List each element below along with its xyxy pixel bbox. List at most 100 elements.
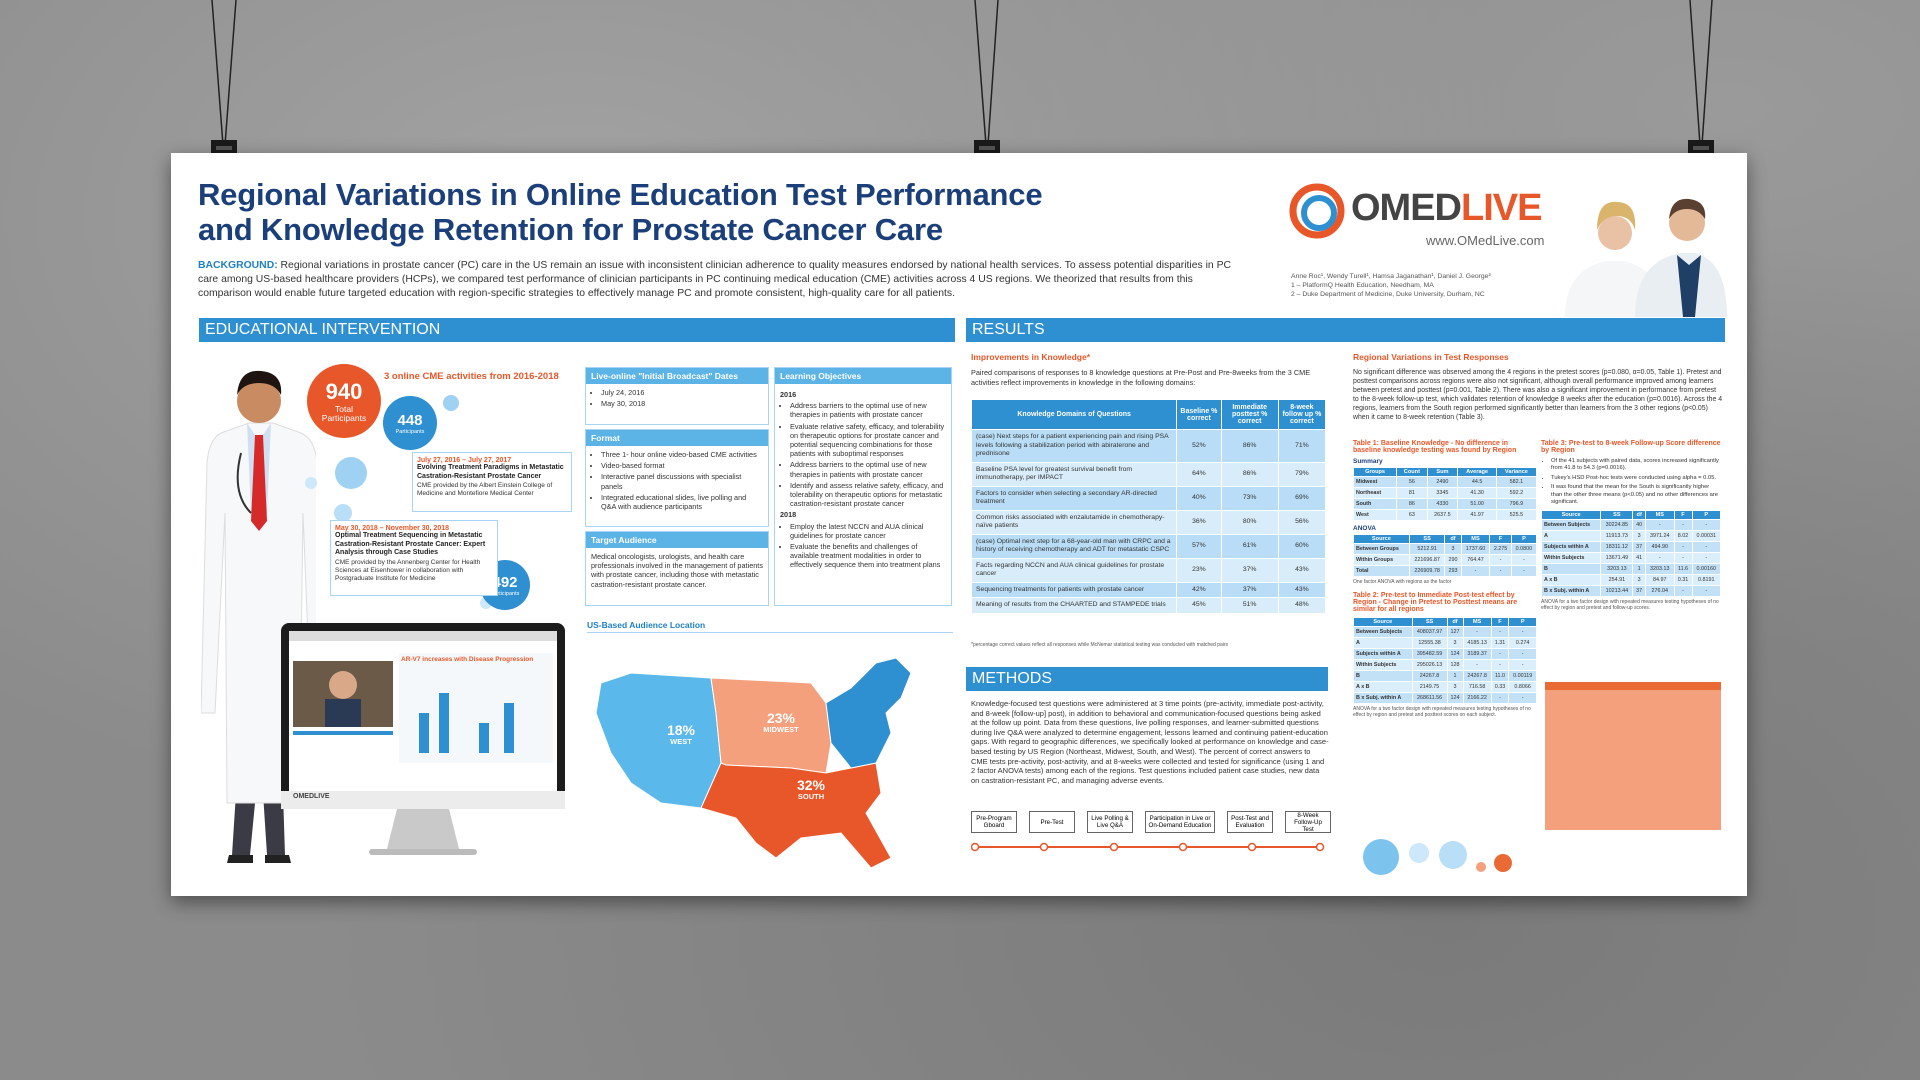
cell: - [1645,552,1675,565]
cell: 40% [1176,485,1222,511]
cell: 254.91 [1600,574,1634,587]
cell: 4330 [1426,498,1459,510]
cell: 0.8066 [1508,681,1537,693]
cell: - [1490,648,1510,660]
table-row: Between Groups 5212.91 3 1737.60 2.275 0.0800 [1353,543,1538,555]
cell: - [1673,519,1693,532]
cell: 11.6 [1673,563,1693,576]
column-header: Sum [1426,467,1459,477]
cell: 0.8191 [1691,574,1722,587]
cell: - [1673,552,1693,565]
table-note: ANOVA for a two factor design with repea… [1353,706,1531,718]
cell: Between Subjects [1540,519,1602,532]
cell: - [1691,585,1722,598]
cell: 3 [1632,530,1647,543]
intro: Paired comparisons of responses to 8 kno… [971,368,1311,387]
timeline-step: 8-Week Follow-Up Test [1285,811,1331,833]
table-row: A 12555.38 3 4185.13 1.31 0.274 [1353,637,1537,649]
column-header: Knowledge Domains of Questions [970,399,1178,430]
logo-part: OMED [1351,187,1462,229]
column-header: Source [1353,617,1413,627]
timeline: Pre-Program Gboard Pre-Test Live Polling &… [971,811,1331,833]
table-row: Subjects within A 395482.59 124 3189.37- - [1353,648,1537,660]
list-item: Evaluate the benefits and challenges of … [790,542,946,570]
map-heading: US-Based Audience Location [587,620,953,633]
cell: 3971.24 [1645,530,1675,543]
table-row: West 63 2637.5 41.97 525.5 [1352,509,1538,521]
participants-label: Participants [395,428,425,435]
cell: - [1691,541,1722,554]
list-item: Tukey's HSD Post-hoc tests were conducte… [1551,475,1721,482]
participants-number: 448 [397,411,423,429]
cell: 0.33 [1490,681,1510,693]
cell: A x B [1353,681,1413,693]
cell: B x Subj. within A [1540,585,1602,598]
cell: 716.58 [1462,681,1492,693]
cell: 0.0800 [1510,543,1538,555]
cell: 41.30 [1457,487,1497,499]
region-percent: 18% [666,722,696,738]
affiliation: 2 – Duke Department of Medicine, Duke Un… [1291,291,1485,298]
table-label: ANOVA [1353,525,1376,532]
cell: 582.1 [1495,476,1538,488]
cell: 592.2 [1495,487,1538,499]
column-header: P [1508,617,1537,627]
list-item: Three 1- hour online video-based CME act… [601,450,763,459]
box-body: 2016 Address barriers to the optimal use … [775,384,951,576]
cell: 3345 [1426,487,1459,499]
cell: - [1462,659,1492,671]
screen-chart-title: AR-V7 increases with Disease Progression [401,656,534,663]
cell: Within Subjects [1540,552,1602,565]
table-header: Source SS df MS F P [1353,534,1538,544]
table-row: Facts regarding NCCN and AUA clinical gu… [970,557,1327,583]
map-label: 32% SOUTH [791,778,831,802]
activity-provider: CME provided by the Albert Einstein Coll… [417,482,553,497]
cell: 84.97 [1645,574,1675,587]
cell: 276.04 [1645,585,1675,598]
cell: 11913.73 [1600,530,1634,543]
table-row: Sequencing treatments for patients with … [970,581,1327,598]
hangers [211,0,1714,172]
cell: 86% [1220,461,1279,487]
cell: 395482.59 [1411,648,1448,660]
cell: 3203.13 [1600,563,1634,576]
cell: South [1352,498,1398,510]
column-header: F [1490,617,1510,627]
list-item: July 24, 2016 [601,388,763,397]
table-note: One factor ANOVA with regions as the fac… [1353,579,1452,585]
background-text: Regional variations in prostate cancer (… [198,260,1232,299]
subheading: Regional Variations in Test Responses [1353,352,1509,362]
table-header: Groups Count Sum Average Variance [1352,467,1538,477]
cell: 2490 [1426,476,1459,488]
table-row: Common risks associated with enzalutamid… [970,509,1327,535]
cell: 61% [1220,533,1279,559]
column-header: Variance [1495,467,1538,477]
cell: 408037.97 [1411,626,1448,638]
cell: Factors to consider when selecting a sec… [970,485,1178,511]
table-row: B 24267.8 1 24267.8 11.0 0.00119 [1353,670,1537,682]
activity-dates: July 27, 2016 – July 27, 2017 [417,457,512,464]
cell: 51% [1220,597,1279,614]
cell: - [1508,692,1537,704]
cell: - [1489,554,1512,566]
column-header: P [1691,510,1722,521]
list: Of the 41 subjects with paired data, sco… [1541,458,1721,506]
list: July 24, 2016 May 30, 2018 [591,388,763,408]
region-name: NORTH EAST [893,717,921,737]
table-row: A x B 2149.75 3 716.58 0.33 0.8066 [1353,681,1537,693]
cell: 12555.38 [1411,637,1448,649]
cell: Between Subjects [1353,626,1413,638]
cell: 0.31 [1673,574,1693,587]
cell: A x B [1540,574,1602,587]
cell: 290 [1444,554,1462,566]
region-name: WEST [670,737,692,746]
cell: - [1673,541,1693,554]
table-row: Within Groups 221696.87 290 764.47- - [1353,554,1538,566]
cell: 37% [1220,557,1279,583]
poster: Regional Variations in Online Education … [171,153,1747,896]
cell: Facts regarding NCCN and AUA clinical gu… [970,557,1178,583]
column-header: MS [1462,617,1492,627]
box-body: Medical oncologists, urologists, and hea… [591,552,763,589]
box-heading: Learning Objectives [775,368,951,384]
cell: 3 [1632,574,1647,587]
